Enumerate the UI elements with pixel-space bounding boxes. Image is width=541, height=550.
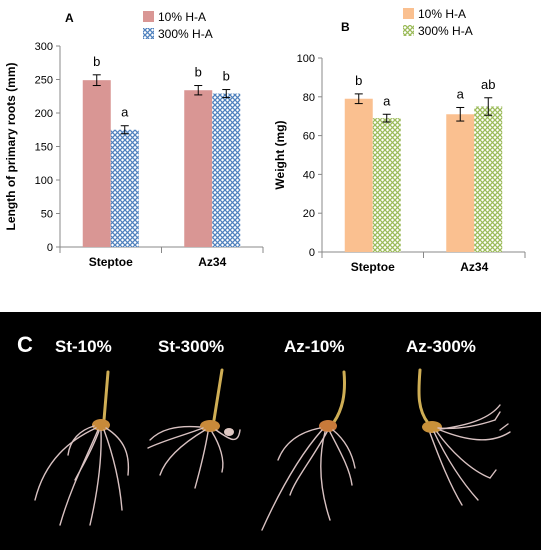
y-tick-label-0: 0 (309, 247, 315, 259)
legend-label-300-h-a: 300% H-A (158, 27, 213, 41)
significance-letter: b (223, 69, 230, 84)
bar-steptoe-300-h-a (372, 118, 401, 252)
legend-swatch-10-h-a (403, 8, 414, 19)
panel-label-c: C (17, 332, 33, 357)
bar-az34-10-h-a (184, 90, 213, 247)
legend-swatch-300-h-a (403, 25, 414, 36)
y-tick-label-40: 40 (303, 169, 315, 181)
y-tick-label-0: 0 (47, 242, 53, 254)
bar-az34-300-h-a (474, 106, 503, 252)
legend-label-10-h-a: 10% H-A (418, 7, 466, 21)
significance-letter: a (457, 86, 465, 101)
photo-panel-c: C St-10% St-300% Az-10% Az-300% (0, 312, 541, 550)
legend-label-300-h-a: 300% H-A (418, 24, 473, 38)
chart-b-weight: 0 20 40 60 80 100 Weight (mg) Steptoe Az34 b a a ab 1… (273, 7, 526, 274)
panel-label-b: B (341, 20, 350, 34)
photo-label-st-10: St-10% (55, 337, 112, 356)
photo-label-az-300: Az-300% (406, 337, 476, 356)
category-label-az34: Az34 (460, 260, 488, 274)
y-axis-label: Length of primary roots (mm) (4, 62, 18, 230)
y-axis-label: Weight (mg) (273, 120, 287, 189)
legend-swatch-300-h-a (143, 28, 154, 39)
photo-label-st-300: St-300% (158, 337, 224, 356)
significance-letter: b (195, 65, 202, 80)
photo-label-az-10: Az-10% (284, 337, 344, 356)
y-tick-label-300: 300 (35, 41, 53, 53)
legend-label-10-h-a: 10% H-A (158, 10, 206, 24)
category-label-az34: Az34 (198, 255, 226, 269)
y-tick-label-150: 150 (35, 142, 53, 154)
y-tick-label-200: 200 (35, 108, 53, 120)
bar-steptoe-10-h-a (344, 98, 373, 253)
bar-steptoe-300-h-a (110, 129, 139, 247)
y-tick-label-50: 50 (41, 209, 53, 221)
seedling-st-10 (34, 370, 130, 526)
significance-letter: b (355, 73, 362, 88)
y-tick-label-60: 60 (303, 131, 315, 143)
y-tick-label-20: 20 (303, 208, 315, 220)
bar-az34-300-h-a (212, 93, 241, 247)
chart-a-length-of-primary-roots: 0 50 100 150 200 250 300 Length of primary root… (4, 10, 264, 269)
legend-swatch-10-h-a (143, 11, 154, 22)
seedling-az-300 (417, 368, 511, 506)
panel-label-a: A (65, 11, 74, 25)
bar-az34-10-h-a (446, 114, 475, 252)
significance-letter: a (383, 93, 391, 108)
y-tick-label-100: 100 (35, 175, 53, 187)
seedling-st-300 (147, 368, 241, 489)
category-label-steptoe: Steptoe (89, 255, 133, 269)
significance-letter: ab (481, 77, 495, 92)
significance-letter: a (121, 105, 129, 120)
y-tick-label-250: 250 (35, 75, 53, 87)
y-tick-label-80: 80 (303, 92, 315, 104)
seedling-az-10 (261, 370, 356, 531)
category-label-steptoe: Steptoe (351, 260, 395, 274)
y-tick-label-100: 100 (297, 53, 315, 65)
significance-letter: b (93, 54, 100, 69)
bar-steptoe-10-h-a (82, 80, 111, 247)
